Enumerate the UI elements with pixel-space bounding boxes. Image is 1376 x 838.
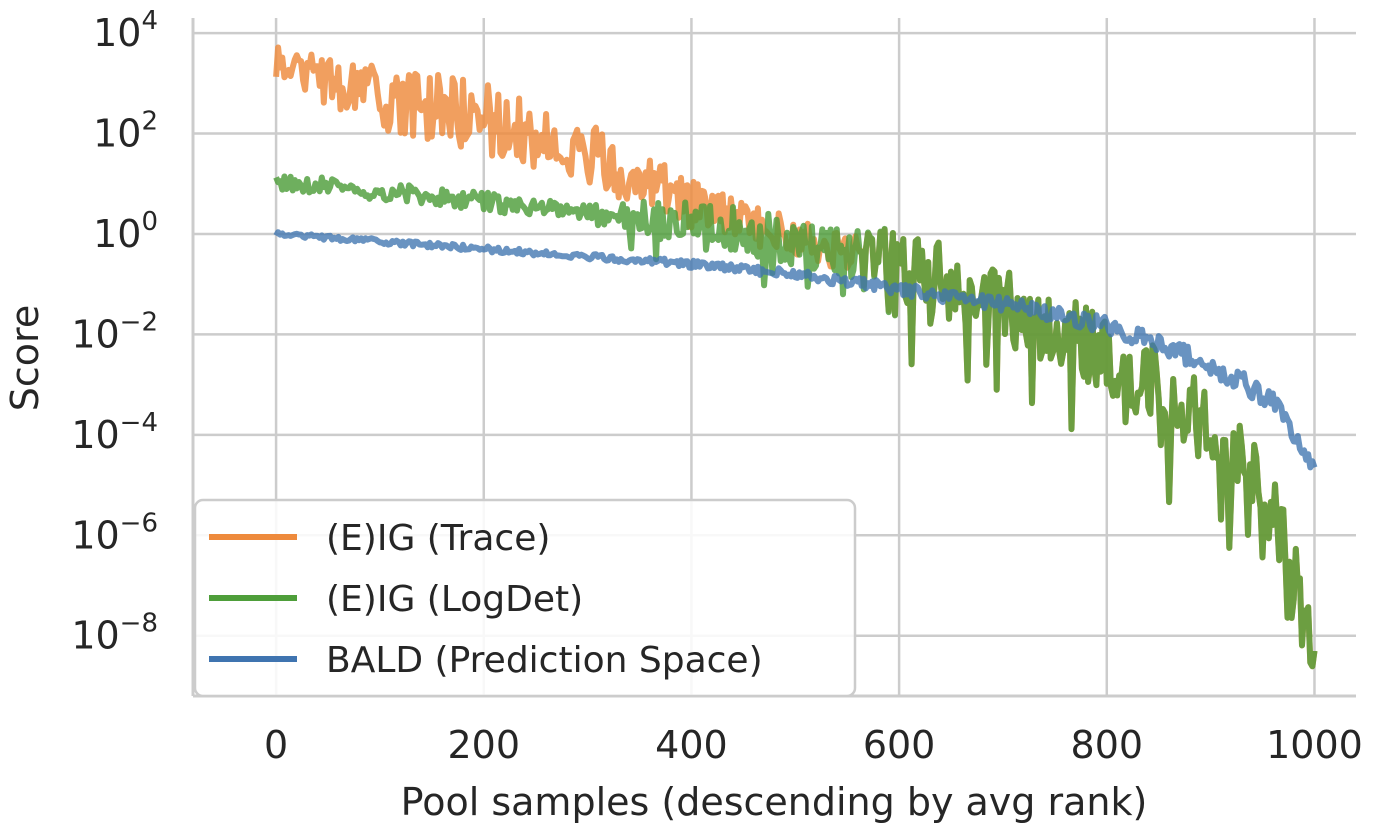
y-tick-base: 10 [93,112,141,156]
x-tick-label: 200 [447,723,520,767]
y-tick-base: 10 [71,312,119,356]
x-axis-title: Pool samples (descending by avg rank) [401,780,1148,824]
x-tick-label: 400 [655,723,728,767]
y-tick-base: 10 [93,212,141,256]
y-tick-label: 100 [93,207,158,256]
y-tick-label: 102 [93,107,158,156]
y-tick-label: 10−6 [71,508,158,557]
legend: (E)IG (Trace) (E)IG (LogDet) BALD (Predict… [193,498,857,698]
y-tick-label: 10−2 [71,307,158,356]
ticks: 0 200 400 600 800 100010410210010−210−410−610… [71,6,1363,767]
y-tick-base: 10 [71,413,119,457]
y-tick-exponent: 4 [141,6,158,36]
y-tick-exponent: −4 [120,408,158,438]
y-tick-label: 10−8 [71,609,158,658]
series-line [273,229,1318,471]
y-tick-exponent: −8 [120,609,158,639]
series-line [273,173,1318,670]
y-tick-exponent: 0 [141,207,158,237]
y-axis-title: Score [3,305,47,411]
y-tick-exponent: 2 [141,107,158,137]
y-tick-base: 10 [93,11,141,55]
y-tick-base: 10 [71,513,119,557]
x-tick-label: 0 [264,723,288,767]
legend-box [193,498,857,698]
y-tick-label: 104 [93,6,158,55]
y-tick-exponent: −2 [120,307,158,337]
legend-label: (E)IG (LogDet) [326,579,583,620]
legend-label: BALD (Prediction Space) [326,640,763,681]
legend-label: (E)IG (Trace) [326,518,550,559]
x-tick-label: 800 [1071,723,1144,767]
y-tick-base: 10 [71,614,119,658]
y-tick-exponent: −6 [120,508,158,538]
y-tick-label: 10−4 [71,408,158,457]
x-tick-label: 600 [863,723,936,767]
series-layer [273,44,1318,670]
x-tick-label: 1000 [1266,723,1363,767]
